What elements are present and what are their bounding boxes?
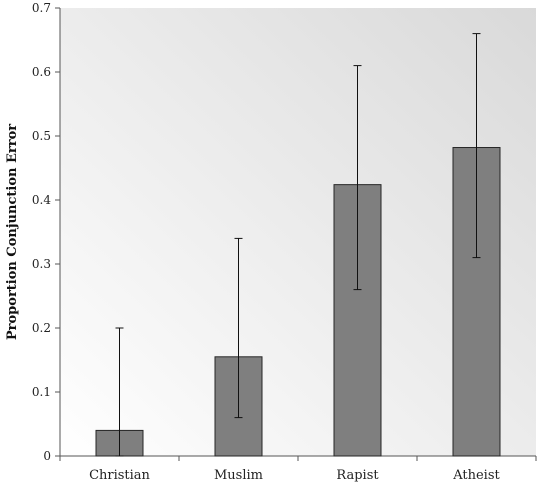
y-tick-label: 0.4 (32, 193, 51, 207)
y-tick-label: 0.5 (32, 129, 51, 143)
y-tick-label: 0.2 (32, 321, 51, 335)
y-tick-label: 0.7 (32, 1, 51, 15)
x-axis: Christian Muslim Rapist Atheist (59, 455, 537, 483)
y-tick-label: 0.1 (32, 385, 51, 399)
x-category-label: Muslim (214, 468, 263, 483)
y-tick-label: 0.6 (32, 65, 51, 79)
y-tick-label: 0.3 (32, 257, 51, 271)
y-tick-label: 0 (43, 449, 51, 463)
x-category-label: Christian (89, 468, 150, 483)
error-bars-group (115, 33, 481, 457)
x-category-label: Rapist (336, 468, 379, 483)
x-category-label: Atheist (452, 468, 500, 483)
y-axis-title: Proportion Conjunction Error (5, 124, 20, 340)
y-axis: 0 0.1 0.2 0.3 0.4 0.5 0.6 0.7 (32, 1, 61, 463)
